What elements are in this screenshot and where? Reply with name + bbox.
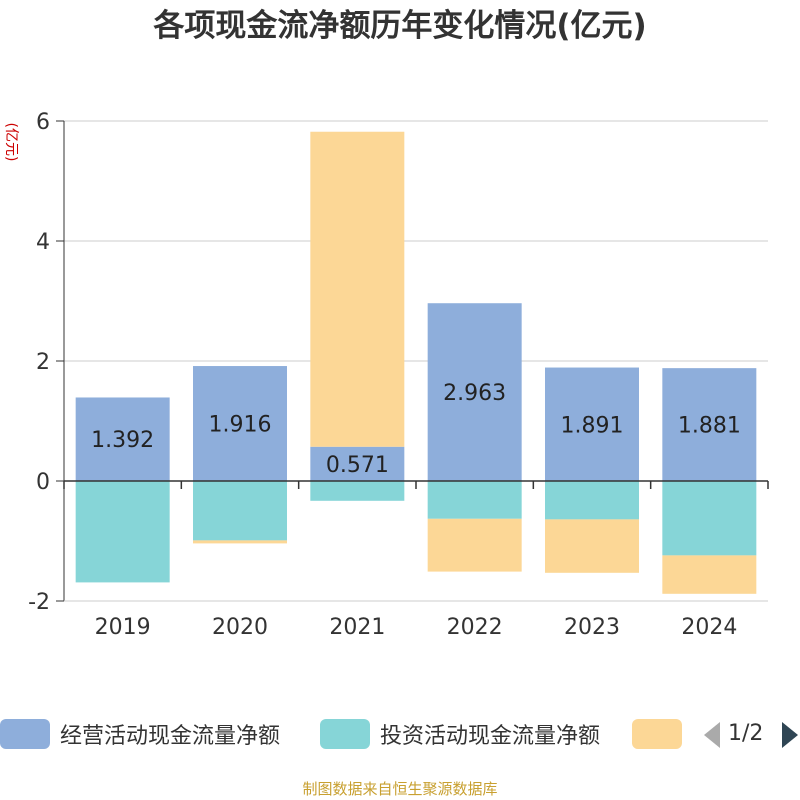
x-tick-label: 2024 xyxy=(681,615,737,640)
bar-series2-2022 xyxy=(427,518,522,572)
bar-series2-2023 xyxy=(545,519,639,573)
bar-series1-2024 xyxy=(662,481,757,556)
legend-label-operating: 经营活动现金流量净额 xyxy=(60,724,281,749)
x-tick-label: 2022 xyxy=(447,615,503,640)
legend: 经营活动现金流量净额 投资活动现金流量净额 xyxy=(0,716,800,752)
bar-series1-2021 xyxy=(310,481,405,501)
legend-label-investing: 投资活动现金流量净额 xyxy=(380,724,601,749)
bar-series0-2020 xyxy=(193,366,287,481)
source-note: 制图数据来自恒生聚源数据库 xyxy=(302,780,498,798)
data-label: 1.881 xyxy=(678,414,741,439)
bar-series2-2021 xyxy=(310,131,405,447)
y-tick-label: 2 xyxy=(36,350,50,375)
x-tick-label: 2023 xyxy=(564,615,620,640)
legend-swatch-third xyxy=(632,719,682,749)
legend-swatch-investing xyxy=(320,719,370,749)
bar-series1-2020 xyxy=(193,481,287,541)
data-label: 1.392 xyxy=(91,428,154,453)
legend-next-page-icon[interactable] xyxy=(782,722,798,748)
bar-series1-2022 xyxy=(427,481,522,519)
legend-item-investing[interactable]: 投资活动现金流量净额 xyxy=(320,716,600,752)
y-tick-label: 0 xyxy=(36,470,50,495)
data-label: 0.571 xyxy=(326,453,389,478)
bar-series2-2020 xyxy=(193,540,287,544)
bar-series2-2024 xyxy=(662,555,757,594)
bar-series0-2019 xyxy=(75,397,170,481)
x-tick-label: 2020 xyxy=(212,615,268,640)
chart-title: 各项现金流净额历年变化情况(亿元) xyxy=(153,8,647,44)
legend-item-operating[interactable]: 经营活动现金流量净额 xyxy=(0,716,280,752)
y-tick-label: 6 xyxy=(36,110,50,135)
data-label: 2.963 xyxy=(443,381,506,406)
legend-item-third[interactable] xyxy=(632,716,682,752)
bar-series0-2022 xyxy=(427,303,522,481)
legend-page-indicator: 1/2 xyxy=(728,721,764,746)
chart-plot: -2 0 2 4 6 1.392 1.916 0.571 2.963 1.891 1.881 2019… xyxy=(28,110,769,640)
bar-series0-2023 xyxy=(545,367,639,481)
data-label: 1.891 xyxy=(561,413,624,438)
bar-series0-2021 xyxy=(310,446,405,481)
bar-series1-2023 xyxy=(545,481,639,520)
y-tick-label: 4 xyxy=(36,230,50,255)
y-tick-label: -2 xyxy=(28,590,50,615)
legend-swatch-operating xyxy=(0,719,50,749)
bar-series1-2019 xyxy=(75,481,170,583)
x-tick-label: 2019 xyxy=(95,615,151,640)
x-tick-label: 2021 xyxy=(329,615,385,640)
bar-series0-2024 xyxy=(662,368,757,481)
data-label: 1.916 xyxy=(209,413,272,438)
legend-prev-page-icon[interactable] xyxy=(704,722,720,748)
